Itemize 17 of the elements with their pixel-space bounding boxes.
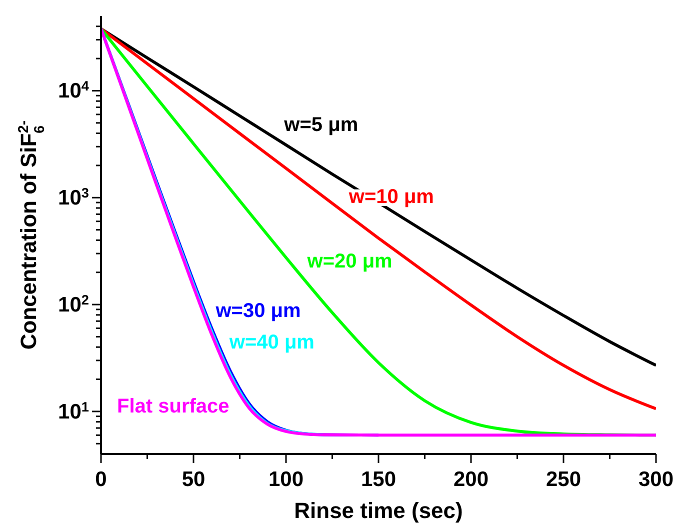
x-tick-label: 0 <box>95 468 107 491</box>
x-tick-label: 50 <box>182 468 206 491</box>
x-tick-label: 300 <box>638 468 674 491</box>
series-label: w=20 μm <box>306 250 392 273</box>
series-label: Flat surface <box>117 395 230 418</box>
series-label: w=40 μm <box>228 332 314 354</box>
y-tick-label: 10$^{1}$ <box>58 398 90 424</box>
series-label: w=5 μm <box>283 114 358 136</box>
x-tick-label: 150 <box>360 468 396 491</box>
y-tick-label: 10$^{3}$ <box>58 185 90 210</box>
x-axis-title: Rinse time (sec) <box>294 498 463 523</box>
series-label: w=30 μm <box>214 300 301 322</box>
y-tick-label: 10$^{2}$ <box>58 292 90 317</box>
x-tick-label: 100 <box>268 468 304 491</box>
y-tick-label: 10$^{4}$ <box>58 78 90 103</box>
x-tick-label: 250 <box>546 468 582 491</box>
x-tick-label: 200 <box>453 468 489 491</box>
